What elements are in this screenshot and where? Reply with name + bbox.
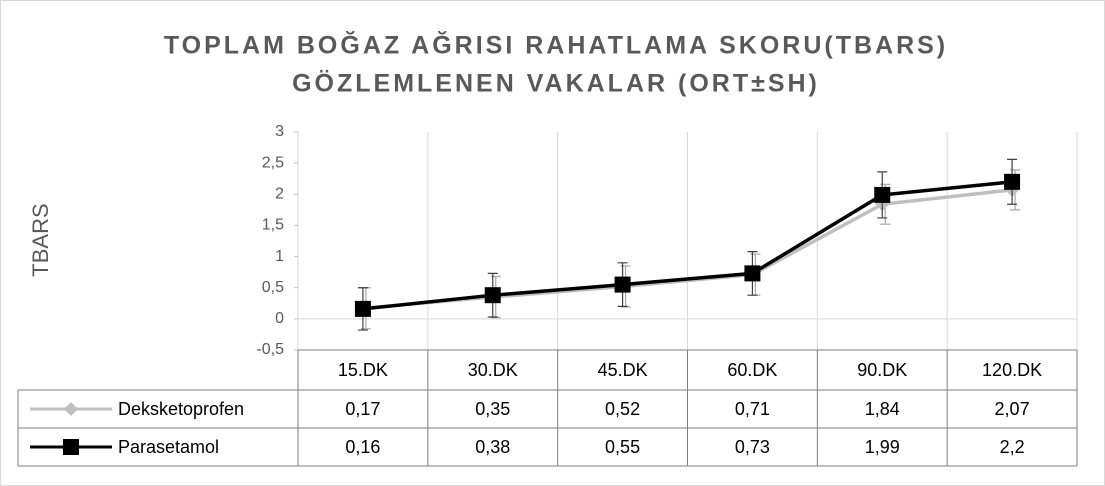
y-tick-label: -0,5 xyxy=(256,341,284,358)
point xyxy=(1004,173,1021,190)
table-value: 0,73 xyxy=(735,437,770,457)
x-tick-label: 45.DK xyxy=(598,360,648,380)
legend-marker xyxy=(64,402,78,416)
y-tick-label: 1 xyxy=(275,248,284,265)
table-value: 0,52 xyxy=(605,399,640,419)
legend-label: Deksketoprofen xyxy=(118,399,244,419)
legend-marker xyxy=(63,439,79,455)
point xyxy=(874,186,891,203)
table-value: 0,55 xyxy=(605,437,640,457)
x-tick-label: 60.DK xyxy=(727,360,777,380)
table-value: 0,38 xyxy=(475,437,510,457)
table-value: 2,2 xyxy=(1000,437,1025,457)
series-line xyxy=(362,180,1013,311)
table-value: 0,17 xyxy=(345,399,380,419)
y-tick-label: 3 xyxy=(275,123,284,140)
y-tick-label: 2 xyxy=(275,186,284,203)
point xyxy=(614,276,631,293)
y-tick-label: 2,5 xyxy=(262,154,284,171)
table-value: 0,16 xyxy=(345,437,380,457)
x-tick-label: 30.DK xyxy=(468,360,518,380)
chart-title: TOPLAM BOĞAZ AĞRISI RAHATLAMA SKORU(TBAR… xyxy=(164,31,948,60)
y-axis-label: TBARS xyxy=(28,203,53,276)
x-tick-label: 120.DK xyxy=(982,360,1042,380)
table-value: 0,35 xyxy=(475,399,510,419)
point xyxy=(744,265,761,282)
table-value: 1,84 xyxy=(865,399,900,419)
x-tick-label: 90.DK xyxy=(857,360,907,380)
y-tick-label: 0 xyxy=(275,310,284,327)
y-tick-label: 1,5 xyxy=(262,217,284,234)
legend-label: Parasetamol xyxy=(118,437,219,457)
table-value: 0,71 xyxy=(735,399,770,419)
chart-subtitle: GÖZLEMLENEN VAKALAR (ORT±SH) xyxy=(292,69,820,98)
point xyxy=(484,287,501,304)
table-value: 2,07 xyxy=(995,399,1030,419)
x-tick-label: 15.DK xyxy=(338,360,388,380)
y-tick-label: 0,5 xyxy=(262,279,284,296)
point xyxy=(354,300,371,317)
table-value: 1,99 xyxy=(865,437,900,457)
